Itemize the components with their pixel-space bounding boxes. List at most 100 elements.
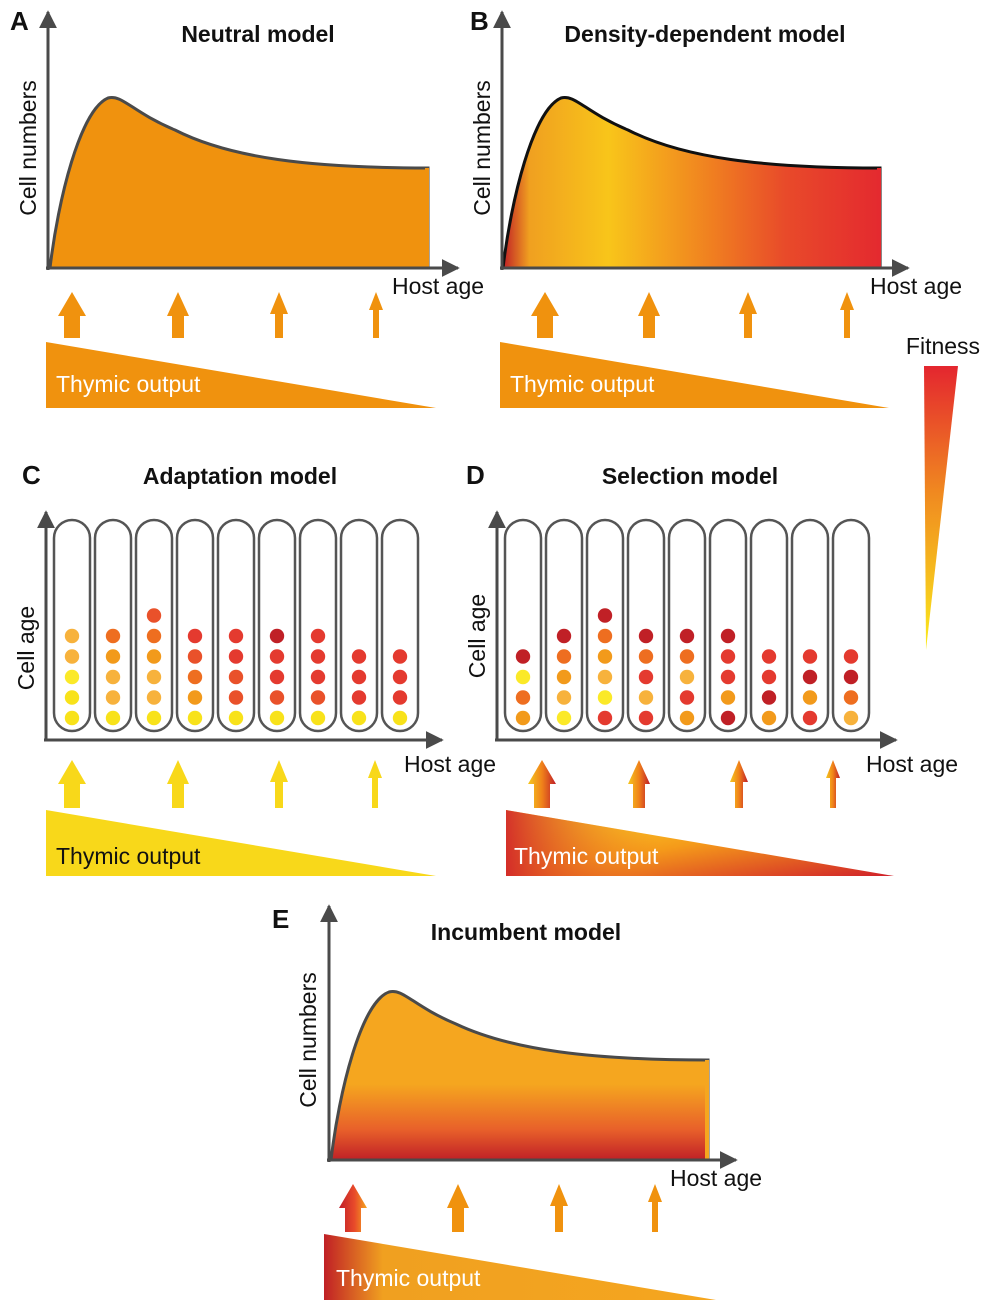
cell-column	[831, 518, 871, 733]
cell-dot	[310, 669, 326, 685]
cell-dot	[187, 690, 203, 705]
thymic-arrow	[739, 292, 757, 338]
panel-title-b: Density-dependent model	[564, 21, 845, 47]
thymic-arrow	[58, 292, 86, 338]
cell-dot	[843, 710, 859, 726]
thymic-output-label-d: Thymic output	[514, 843, 659, 869]
panel-letter-d: D	[466, 460, 485, 490]
thymic-arrow	[628, 760, 650, 808]
thymic-arrow	[339, 1184, 367, 1232]
cell-dot	[392, 669, 408, 685]
cell-dot	[351, 649, 367, 664]
cell-dot	[515, 669, 531, 685]
y-axis-label-d: Cell age	[464, 594, 490, 678]
cell-dot	[310, 690, 326, 705]
cell-dot	[146, 649, 162, 664]
cell-columns-d	[503, 518, 871, 733]
cell-column	[544, 518, 584, 733]
thymic-arrow	[167, 292, 189, 338]
cell-dot	[187, 649, 203, 664]
thymic-output-triangle-e	[324, 1234, 716, 1300]
cell-dot	[64, 710, 80, 726]
panel-letter-e: E	[272, 904, 289, 934]
cell-dot	[105, 710, 121, 726]
cell-column	[298, 518, 338, 733]
cell-column	[134, 518, 174, 733]
cell-dot	[146, 690, 162, 705]
cell-dot	[64, 669, 80, 685]
cell-dot	[597, 710, 613, 726]
cell-dot	[146, 669, 162, 685]
cell-dot	[556, 669, 572, 685]
cell-dot	[720, 628, 736, 644]
cell-column	[216, 518, 256, 733]
thymic-arrow	[528, 760, 556, 808]
cell-dot	[597, 608, 613, 623]
thymic-output-label-b: Thymic output	[510, 371, 655, 397]
cell-dot	[187, 628, 203, 644]
panel-e: E Incumbent model Cell numbers Host age …	[272, 904, 762, 1300]
cell-dot	[679, 649, 695, 664]
cell-dot	[843, 669, 859, 685]
thymic-arrows-c	[58, 760, 382, 808]
cell-dot	[720, 710, 736, 726]
cell-columns-c	[52, 518, 420, 733]
cell-dot	[392, 649, 408, 664]
y-axis-label-e: Cell numbers	[295, 972, 321, 1108]
thymic-arrows-d	[528, 760, 840, 808]
thymic-arrow	[826, 760, 840, 808]
cell-dot	[556, 628, 572, 644]
cell-dot	[679, 690, 695, 705]
cell-dot	[720, 669, 736, 685]
x-axis-label-d: Host age	[866, 751, 958, 777]
cell-column	[339, 518, 379, 733]
cell-dot	[761, 710, 777, 726]
thymic-output-triangle-a	[46, 342, 436, 408]
cell-column	[585, 518, 625, 733]
cell-dot	[351, 690, 367, 705]
fitness-gradient-wedge	[924, 366, 958, 650]
cell-dot	[310, 710, 326, 726]
fitness-label: Fitness	[906, 333, 980, 359]
cell-dot	[843, 649, 859, 664]
panel-b: B Density-dependent model Cell numbers H…	[469, 6, 962, 408]
cell-dot	[515, 710, 531, 726]
cell-column	[175, 518, 215, 733]
y-axis-label-c: Cell age	[13, 606, 39, 690]
cell-dot	[843, 690, 859, 705]
cell-dot	[269, 669, 285, 685]
cell-dot	[187, 669, 203, 685]
panel-letter-c: C	[22, 460, 41, 490]
x-axis-label-b: Host age	[870, 273, 962, 299]
thymic-output-label-a: Thymic output	[56, 371, 201, 397]
thymic-output-triangle-b	[500, 342, 889, 408]
fitness-legend: Fitness	[906, 333, 980, 650]
cell-dot	[556, 710, 572, 726]
thymic-arrow	[270, 292, 288, 338]
cell-column	[749, 518, 789, 733]
cell-dot	[761, 669, 777, 685]
cell-dot	[228, 710, 244, 726]
cell-dot	[64, 690, 80, 705]
x-axis-label-c: Host age	[404, 751, 496, 777]
cell-column	[52, 518, 92, 733]
panel-title-e: Incumbent model	[431, 919, 621, 945]
cell-dot	[556, 649, 572, 664]
cell-dot	[556, 690, 572, 705]
x-axis-label-e: Host age	[670, 1165, 762, 1191]
panel-title-d: Selection model	[602, 463, 778, 489]
thymic-arrow	[369, 292, 383, 338]
cell-dot	[679, 669, 695, 685]
cell-numbers-curve-a	[48, 95, 430, 270]
thymic-arrow	[648, 1184, 662, 1232]
cell-dot	[269, 628, 285, 644]
cell-dot	[351, 669, 367, 685]
cell-dot	[146, 710, 162, 726]
panel-letter-a: A	[10, 6, 29, 36]
thymic-arrow	[58, 760, 86, 808]
cell-column	[380, 518, 420, 733]
y-axis-label-b: Cell numbers	[469, 80, 495, 216]
cell-dot	[638, 669, 654, 685]
cell-dot	[679, 628, 695, 644]
cell-dot	[64, 628, 80, 644]
